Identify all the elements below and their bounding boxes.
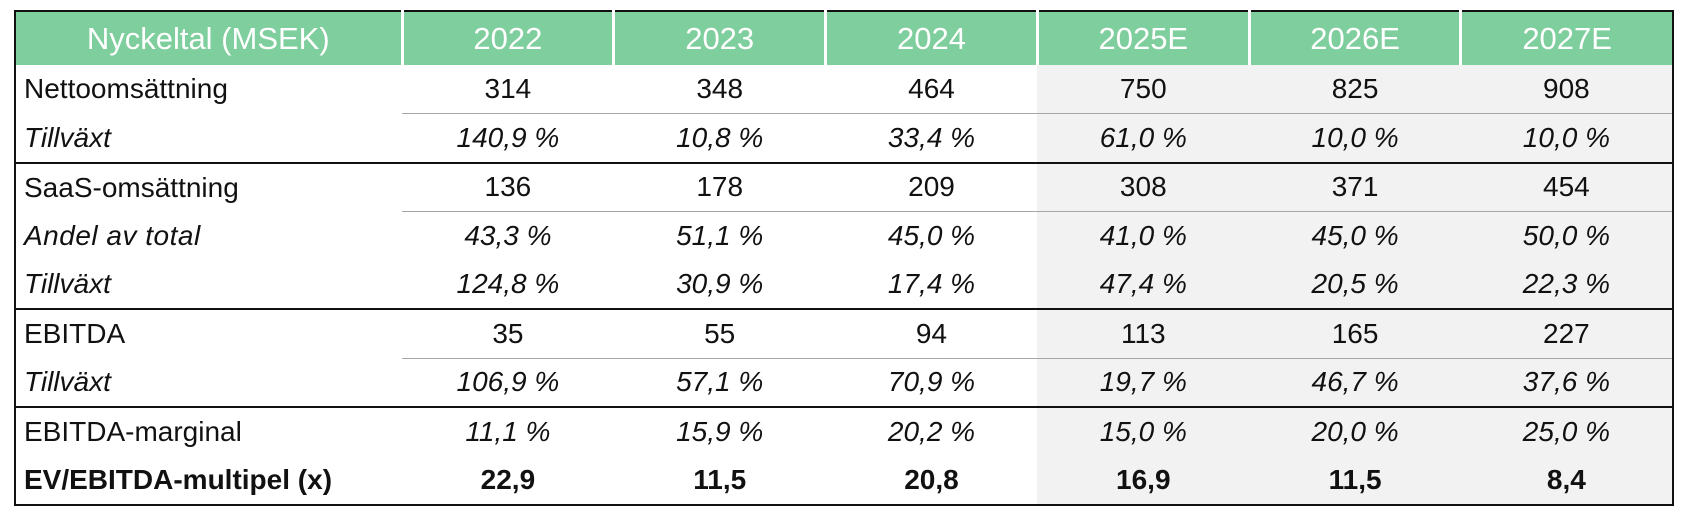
cell-value-estimate: 10,0 % bbox=[1249, 113, 1461, 163]
row-label: EBITDA bbox=[15, 308, 402, 359]
cell-value: 10,8 % bbox=[613, 113, 826, 163]
cell-value: 11,5 bbox=[693, 464, 747, 495]
row-ev-ebitda-multipel: EV/EBITDA-multipel (x) 22,9 11,5 20,8 16… bbox=[15, 456, 1673, 505]
cell-value-estimate: 45,0 % bbox=[1249, 211, 1461, 261]
row-label: Andel av total bbox=[24, 220, 201, 252]
row-label: Nettoomsättning bbox=[24, 73, 228, 105]
cell-value: 209 bbox=[825, 161, 1038, 212]
row-saas-omsattning: SaaS-omsättning 136 178 209 308 371 454 bbox=[15, 161, 1673, 212]
cell-value: 70,9 % bbox=[825, 357, 1038, 408]
cell-value-estimate: 41,0 % bbox=[1037, 211, 1250, 261]
cell-value-estimate: 165 bbox=[1249, 308, 1461, 359]
row-label: Tillväxt bbox=[24, 121, 111, 153]
cell-value: 17,4 % bbox=[887, 268, 976, 300]
header-year-2023: 2023 bbox=[612, 11, 826, 65]
row-label: EBITDA-marginal bbox=[15, 406, 402, 456]
cell-value-estimate: 19,7 % bbox=[1037, 357, 1250, 408]
row-andel-av-total: Andel av total 43,3 % 51,1 % 45,0 % 41,0… bbox=[15, 211, 1673, 261]
header-year-2022: 2022 bbox=[400, 11, 614, 65]
header-year-2024: 2024 bbox=[824, 11, 1038, 65]
cell-value-estimate: 227 bbox=[1460, 308, 1673, 359]
cell-value: 140,9 % bbox=[402, 113, 614, 163]
row-nettoomsattning: Nettoomsättning 314 348 464 750 825 908 bbox=[15, 65, 1673, 114]
cell-value-estimate: 16,9 bbox=[1037, 456, 1250, 505]
cell-value-estimate: 11,5 bbox=[1249, 456, 1461, 505]
cell-value-estimate: 908 bbox=[1460, 65, 1673, 114]
cell-value: 15,9 % bbox=[613, 406, 826, 456]
row-label: Tillväxt bbox=[24, 366, 111, 398]
cell-value-estimate: 20,5 % bbox=[1249, 260, 1461, 310]
cell-value-estimate: 750 bbox=[1037, 65, 1250, 114]
cell-value: 51,1 % bbox=[613, 211, 826, 261]
cell-value-estimate: 825 bbox=[1249, 65, 1461, 114]
cell-value: 94 bbox=[825, 308, 1038, 359]
cell-value: 124,8 % bbox=[456, 268, 560, 300]
cell-value-estimate: 50,0 % bbox=[1460, 211, 1673, 261]
cell-value: 20,8 bbox=[904, 464, 959, 495]
header-year-2027e: 2027E bbox=[1459, 11, 1673, 65]
cell-value-estimate: 371 bbox=[1249, 161, 1461, 212]
row-tillvaxt-netto: Tillväxt 140,9 % 10,8 % 33,4 % 61,0 % 10… bbox=[15, 113, 1673, 163]
header-label: Nyckeltal (MSEK) bbox=[15, 11, 402, 65]
row-tillvaxt-ebitda: Tillväxt 106,9 % 57,1 % 70,9 % 19,7 % 46… bbox=[15, 357, 1673, 408]
cell-value-estimate: 454 bbox=[1460, 161, 1673, 212]
cell-value: 348 bbox=[696, 73, 744, 105]
cell-value: 57,1 % bbox=[613, 357, 826, 408]
cell-value-estimate: 25,0 % bbox=[1460, 406, 1673, 456]
row-ebitda: EBITDA 35 55 94 113 165 227 bbox=[15, 308, 1673, 359]
cell-value-estimate: 47,4 % bbox=[1037, 260, 1250, 310]
cell-value-estimate: 37,6 % bbox=[1460, 357, 1673, 408]
cell-value: 45,0 % bbox=[825, 211, 1038, 261]
row-label: Tillväxt bbox=[24, 268, 111, 300]
cell-value: 20,2 % bbox=[825, 406, 1038, 456]
header-year-2025e: 2025E bbox=[1035, 11, 1250, 65]
cell-value-estimate: 113 bbox=[1037, 308, 1250, 359]
cell-value-estimate: 22,3 % bbox=[1460, 260, 1673, 310]
cell-value: 43,3 % bbox=[402, 211, 614, 261]
cell-value: 136 bbox=[402, 161, 614, 212]
cell-value-estimate: 20,0 % bbox=[1249, 406, 1461, 456]
cell-value: 314 bbox=[484, 73, 532, 105]
header-year-2026e: 2026E bbox=[1247, 11, 1461, 65]
key-figures-table: Nyckeltal (MSEK) 2022 2023 2024 2025E 20… bbox=[14, 10, 1674, 506]
cell-value-estimate: 15,0 % bbox=[1037, 406, 1250, 456]
cell-value: 22,9 bbox=[480, 464, 536, 495]
cell-value: 30,9 % bbox=[676, 268, 764, 300]
header-row: Nyckeltal (MSEK) 2022 2023 2024 2025E 20… bbox=[15, 11, 1673, 65]
cell-value: 464 bbox=[908, 73, 955, 105]
cell-value: 35 bbox=[402, 308, 614, 359]
row-ebitda-marginal: EBITDA-marginal 11,1 % 15,9 % 20,2 % 15,… bbox=[15, 406, 1673, 456]
cell-value: 55 bbox=[613, 308, 826, 359]
cell-value: 11,1 % bbox=[402, 406, 614, 456]
cell-value-estimate: 308 bbox=[1037, 161, 1250, 212]
cell-value: 33,4 % bbox=[825, 113, 1038, 163]
cell-value-estimate: 46,7 % bbox=[1249, 357, 1461, 408]
cell-value: 178 bbox=[613, 161, 826, 212]
cell-value-estimate: 10,0 % bbox=[1460, 113, 1673, 163]
cell-value-estimate: 61,0 % bbox=[1037, 113, 1250, 163]
row-label: SaaS-omsättning bbox=[15, 161, 402, 212]
cell-value-estimate: 8,4 bbox=[1460, 456, 1673, 505]
row-label: EV/EBITDA-multipel (x) bbox=[24, 464, 333, 495]
row-tillvaxt-saas: Tillväxt 124,8 % 30,9 % 17,4 % 47,4 % 20… bbox=[15, 260, 1673, 310]
cell-value: 106,9 % bbox=[402, 357, 614, 408]
